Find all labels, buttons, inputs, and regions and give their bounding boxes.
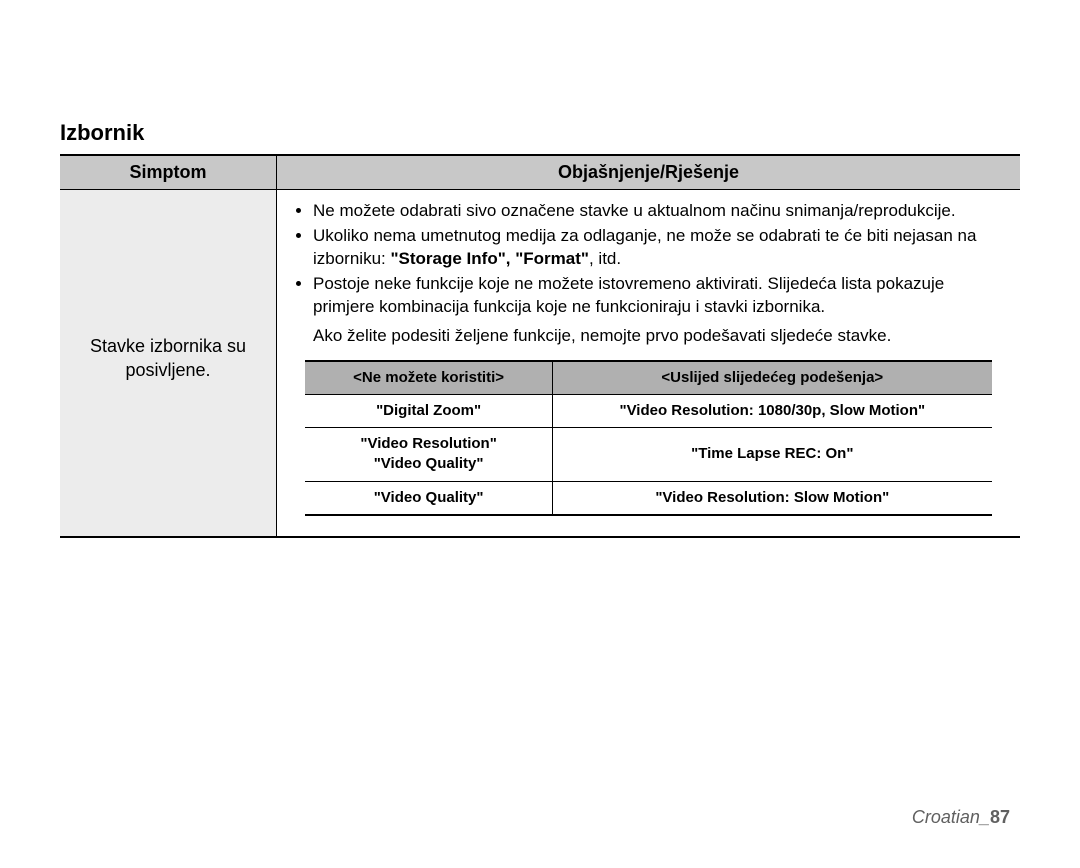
footer-page-number: 87 xyxy=(990,807,1010,827)
list-tail-part: , itd. xyxy=(589,249,621,268)
page-root: Izbornik Simptom Objašnjenje/Rješenje St… xyxy=(0,0,1080,868)
inner-header-cannot-use: <Ne možete koristiti> xyxy=(305,361,552,395)
inner-header-due-to: <Uslijed slijedećeg podešenja> xyxy=(552,361,991,395)
inner-row: "Digital Zoom" "Video Resolution: 1080/3… xyxy=(305,394,991,427)
inner-cell-left: "Video Quality" xyxy=(305,481,552,515)
inner-cell-right: "Video Resolution: 1080/30p, Slow Motion… xyxy=(552,394,991,427)
explanation-list: Ne možete odabrati sivo označene stavke … xyxy=(291,200,1006,319)
list-bold-part: "Storage Info", "Format" xyxy=(390,249,588,268)
header-explanation: Objašnjenje/Rješenje xyxy=(277,155,1021,190)
explanation-note: Ako želite podesiti željene funkcije, ne… xyxy=(313,325,1006,348)
explanation-cell: Ne možete odabrati sivo označene stavke … xyxy=(277,190,1021,537)
restrictions-table: <Ne možete koristiti> <Uslijed slijedeće… xyxy=(305,360,991,516)
list-item: Postoje neke funkcije koje ne možete ist… xyxy=(313,273,1006,319)
inner-cell-right: "Video Resolution: Slow Motion" xyxy=(552,481,991,515)
symptom-cell: Stavke izbornika su posivljene. xyxy=(60,190,277,537)
list-item: Ukoliko nema umetnutog medija za odlagan… xyxy=(313,225,1006,271)
page-footer: Croatian_87 xyxy=(912,807,1010,828)
section-title: Izbornik xyxy=(60,120,1020,146)
inner-cell-line: "Video Quality" xyxy=(309,454,548,474)
list-item: Ne možete odabrati sivo označene stavke … xyxy=(313,200,1006,223)
inner-cell-right: "Time Lapse REC: On" xyxy=(552,428,991,482)
inner-header-row: <Ne možete koristiti> <Uslijed slijedeće… xyxy=(305,361,991,395)
inner-cell-line: "Video Resolution" xyxy=(309,434,548,454)
troubleshooting-table: Simptom Objašnjenje/Rješenje Stavke izbo… xyxy=(60,154,1020,538)
table-row: Stavke izbornika su posivljene. Ne možet… xyxy=(60,190,1020,537)
inner-cell-left: "Digital Zoom" xyxy=(305,394,552,427)
footer-separator: _ xyxy=(980,807,990,827)
footer-language: Croatian xyxy=(912,807,980,827)
inner-cell-left: "Video Resolution" "Video Quality" xyxy=(305,428,552,482)
header-symptom: Simptom xyxy=(60,155,277,190)
table-header-row: Simptom Objašnjenje/Rješenje xyxy=(60,155,1020,190)
inner-row: "Video Quality" "Video Resolution: Slow … xyxy=(305,481,991,515)
inner-row: "Video Resolution" "Video Quality" "Time… xyxy=(305,428,991,482)
